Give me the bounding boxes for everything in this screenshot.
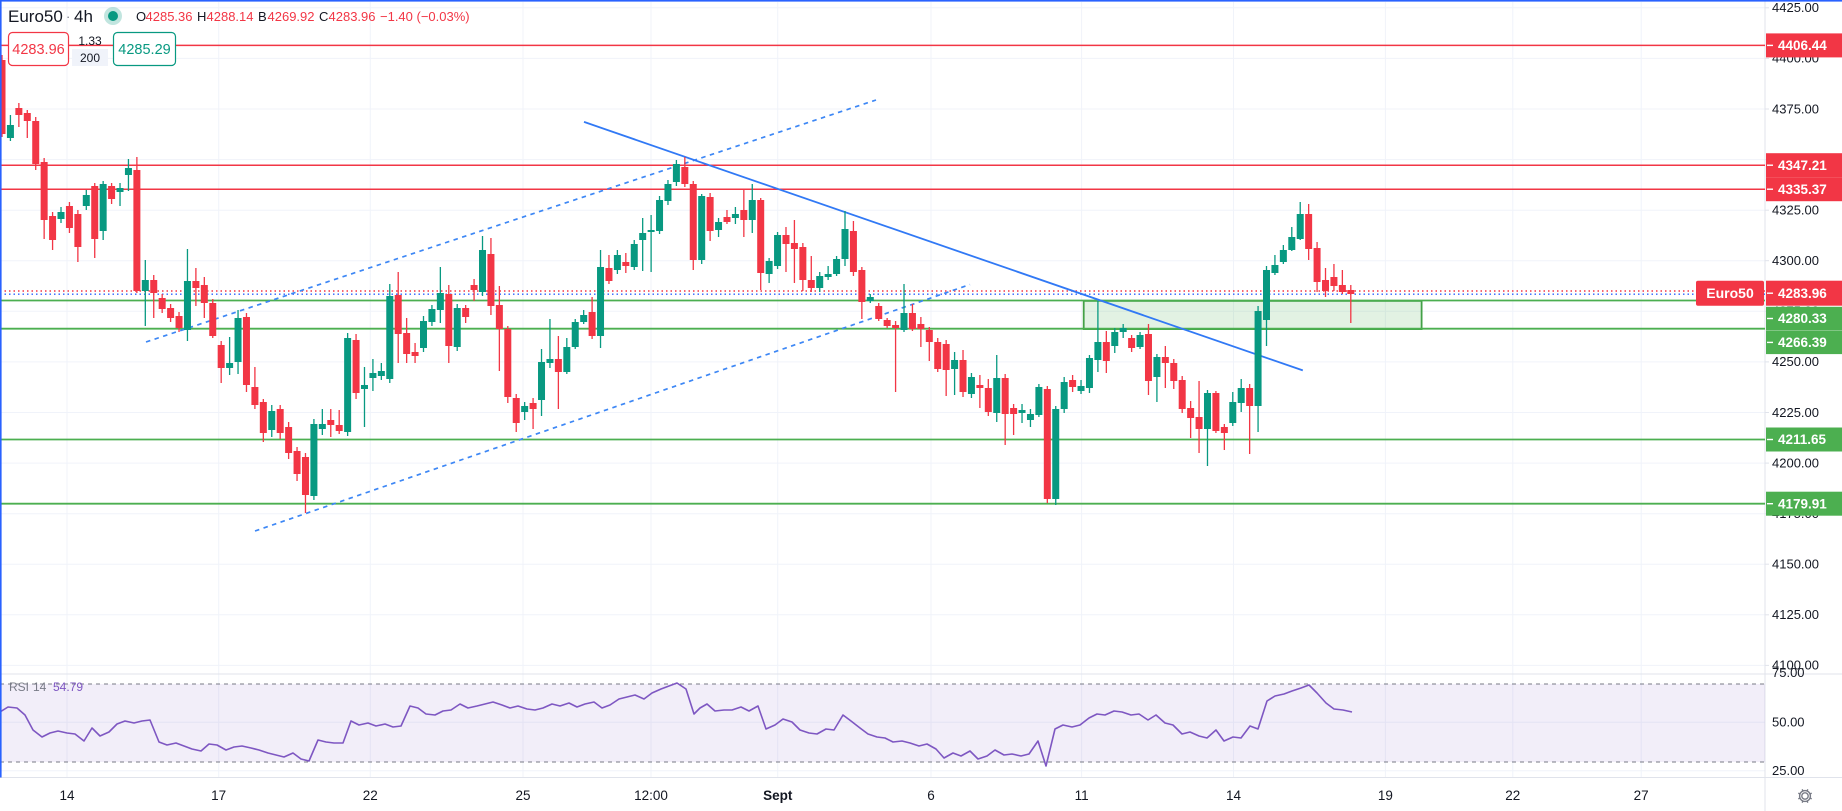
svg-text:4250.00: 4250.00 (1772, 354, 1819, 369)
svg-text:4283.96: 4283.96 (1778, 286, 1827, 301)
svg-text:Sept: Sept (763, 788, 793, 803)
svg-text:4100.00: 4100.00 (1772, 658, 1819, 673)
svg-text:4269.92: 4269.92 (268, 9, 315, 24)
svg-text:1.33: 1.33 (78, 34, 102, 48)
svg-text:O: O (136, 9, 146, 24)
svg-text:·: · (66, 9, 70, 24)
svg-text:4283.96: 4283.96 (12, 42, 64, 58)
svg-text:4266.39: 4266.39 (1778, 335, 1827, 350)
svg-text:C: C (319, 9, 328, 24)
svg-text:4225.00: 4225.00 (1772, 405, 1819, 420)
svg-text:B: B (258, 9, 267, 24)
svg-text:4347.21: 4347.21 (1778, 158, 1827, 173)
svg-text:17: 17 (211, 788, 226, 803)
svg-text:19: 19 (1378, 788, 1393, 803)
svg-text:4375.00: 4375.00 (1772, 101, 1819, 116)
svg-text:22: 22 (363, 788, 378, 803)
svg-text:75.00: 75.00 (1772, 665, 1805, 680)
svg-text:4283.96: 4283.96 (329, 9, 376, 24)
svg-text:4425.00: 4425.00 (1772, 0, 1819, 15)
svg-text:4406.44: 4406.44 (1778, 38, 1827, 53)
svg-text:4300.00: 4300.00 (1772, 253, 1819, 268)
svg-text:4325.00: 4325.00 (1772, 203, 1819, 218)
svg-text:4335.37: 4335.37 (1778, 182, 1827, 197)
svg-text:−1.40 (−0.03%): −1.40 (−0.03%) (380, 9, 470, 24)
svg-text:Euro50: Euro50 (1706, 285, 1754, 301)
svg-text:25: 25 (515, 788, 530, 803)
svg-text:22: 22 (1505, 788, 1520, 803)
svg-text:4211.65: 4211.65 (1778, 432, 1827, 447)
svg-text:4h: 4h (74, 7, 93, 26)
svg-text:4179.91: 4179.91 (1778, 496, 1827, 511)
svg-text:RSI: RSI (9, 680, 29, 694)
svg-text:54.79: 54.79 (53, 680, 83, 694)
svg-text:4285.29: 4285.29 (118, 42, 170, 58)
svg-text:H: H (197, 9, 206, 24)
svg-text:4150.00: 4150.00 (1772, 557, 1819, 572)
svg-text:4280.33: 4280.33 (1778, 311, 1827, 326)
svg-text:27: 27 (1634, 788, 1649, 803)
svg-text:4200.00: 4200.00 (1772, 455, 1819, 470)
svg-text:14: 14 (59, 788, 75, 803)
svg-text:6: 6 (927, 788, 935, 803)
svg-text:25.00: 25.00 (1772, 763, 1805, 778)
svg-text:12:00: 12:00 (634, 788, 668, 803)
svg-text:4285.36: 4285.36 (146, 9, 193, 24)
svg-text:4288.14: 4288.14 (207, 9, 254, 24)
svg-text:200: 200 (80, 51, 100, 65)
svg-text:4125.00: 4125.00 (1772, 607, 1819, 622)
svg-text:50.00: 50.00 (1772, 715, 1805, 730)
svg-text:Euro50: Euro50 (8, 7, 63, 26)
svg-text:11: 11 (1075, 788, 1089, 803)
svg-text:14: 14 (1226, 788, 1242, 803)
svg-text:14: 14 (33, 680, 47, 694)
